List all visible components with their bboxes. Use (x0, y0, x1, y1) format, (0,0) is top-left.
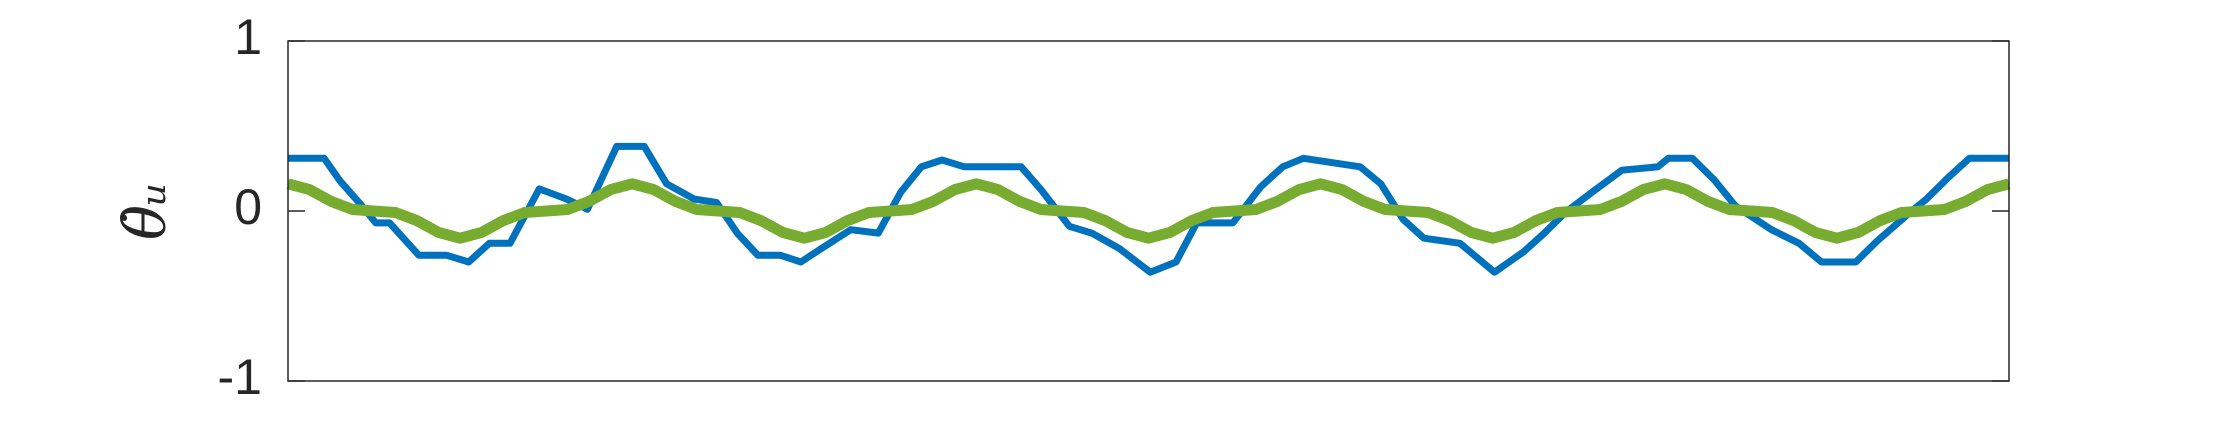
data-line (288, 142, 2009, 276)
data-line (286, 178, 2011, 244)
y-tick-label: -1 (218, 349, 262, 405)
plot-frame (287, 40, 2010, 382)
y-axis-label: θ̇ᵤ (111, 182, 179, 240)
y-tick-label: 1 (234, 9, 262, 65)
y-tick-label: 0 (234, 179, 262, 235)
